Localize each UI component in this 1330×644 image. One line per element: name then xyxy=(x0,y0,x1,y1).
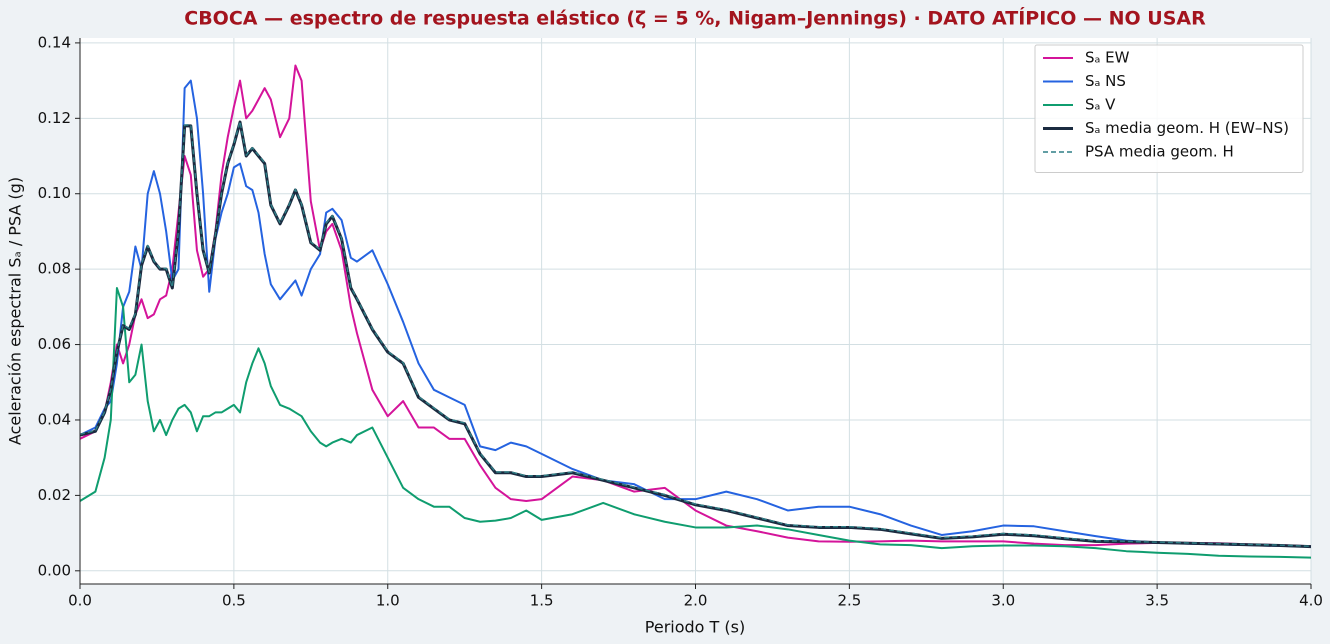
x-tick-label: 2.5 xyxy=(837,592,861,610)
y-tick-label: 0.06 xyxy=(38,335,71,353)
legend-label: Sₐ media geom. H (EW–NS) xyxy=(1085,119,1289,137)
x-tick-label: 3.5 xyxy=(1145,592,1169,610)
y-tick-label: 0.12 xyxy=(38,109,71,127)
x-tick-label: 3.0 xyxy=(991,592,1015,610)
y-tick-label: 0.00 xyxy=(38,561,71,579)
legend-box xyxy=(1034,44,1304,173)
x-tick-label: 2.0 xyxy=(684,592,708,610)
y-tick-label: 0.10 xyxy=(38,184,71,202)
y-tick-label: 0.02 xyxy=(38,486,71,504)
series-line xyxy=(79,120,1312,547)
legend-label: Sₐ NS xyxy=(1085,72,1126,90)
x-axis-label: Periodo T (s) xyxy=(645,618,745,637)
x-tick-label: 0.5 xyxy=(222,592,246,610)
legend-label: Sₐ V xyxy=(1085,96,1116,114)
y-axis-label: Aceleración espectral Sₐ / PSA (g) xyxy=(6,177,25,445)
x-tick-label: 1.5 xyxy=(530,592,554,610)
series-line xyxy=(79,79,1312,548)
x-tick-label: 1.0 xyxy=(376,592,400,610)
y-tick-label: 0.04 xyxy=(38,410,71,428)
y-tick-label: 0.08 xyxy=(38,260,71,278)
legend-label: PSA media geom. H xyxy=(1085,143,1234,161)
lines xyxy=(79,64,1312,559)
legend-label: Sₐ EW xyxy=(1085,49,1130,67)
legend: Sₐ EW Sₐ NS Sₐ V Sₐ media geom. H (EW–NS) PS… xyxy=(1034,44,1304,173)
chart-title: CBOCA — espectro de respuesta elástico (… xyxy=(184,7,1206,30)
y-tick-label: 0.14 xyxy=(38,33,71,51)
axes: 0.0 0.5 1.0 1.5 2.0 2.5 3.0 3.5 4.0 0.00 0.02 0.04 0… xyxy=(38,33,1323,609)
x-tick-label: 4.0 xyxy=(1299,592,1323,610)
x-tick-label: 0.0 xyxy=(68,592,92,610)
series-line xyxy=(79,287,1312,559)
